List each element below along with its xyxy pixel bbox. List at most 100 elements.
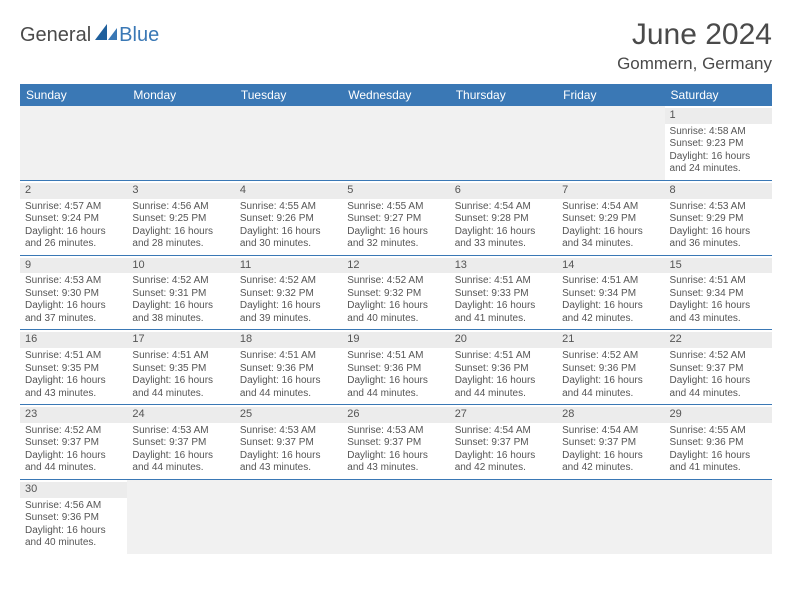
calendar-cell (235, 479, 342, 553)
daylight-line: Daylight: 16 hours and 44 minutes. (562, 375, 659, 400)
location-label: Gommern, Germany (617, 54, 772, 74)
daylight-line: Daylight: 16 hours and 32 minutes. (347, 226, 444, 251)
sunrise-line: Sunrise: 4:51 AM (455, 275, 552, 288)
weekday-header: Tuesday (235, 84, 342, 106)
sunrise-line: Sunrise: 4:52 AM (25, 425, 122, 438)
day-number: 4 (235, 183, 342, 199)
daylight-line: Daylight: 16 hours and 34 minutes. (562, 226, 659, 251)
sunrise-line: Sunrise: 4:56 AM (25, 500, 122, 513)
sail-icon (95, 24, 117, 47)
sunrise-line: Sunrise: 4:58 AM (670, 126, 767, 139)
day-number: 19 (342, 332, 449, 348)
sunset-line: Sunset: 9:35 PM (132, 363, 229, 376)
weekday-header: Sunday (20, 84, 127, 106)
day-number: 27 (450, 407, 557, 423)
calendar-cell: 22Sunrise: 4:52 AMSunset: 9:37 PMDayligh… (665, 330, 772, 405)
calendar-cell (20, 106, 127, 180)
calendar-cell: 9Sunrise: 4:53 AMSunset: 9:30 PMDaylight… (20, 255, 127, 330)
daylight-line: Daylight: 16 hours and 44 minutes. (132, 450, 229, 475)
day-number: 24 (127, 407, 234, 423)
calendar-table: SundayMondayTuesdayWednesdayThursdayFrid… (20, 84, 772, 554)
brand-text-2: Blue (119, 24, 159, 47)
calendar-cell: 30Sunrise: 4:56 AMSunset: 9:36 PMDayligh… (20, 479, 127, 553)
day-number: 28 (557, 407, 664, 423)
day-number: 2 (20, 183, 127, 199)
daylight-line: Daylight: 16 hours and 39 minutes. (240, 300, 337, 325)
daylight-line: Daylight: 16 hours and 44 minutes. (25, 450, 122, 475)
sunrise-line: Sunrise: 4:54 AM (562, 201, 659, 214)
sunrise-line: Sunrise: 4:51 AM (670, 275, 767, 288)
calendar-cell: 28Sunrise: 4:54 AMSunset: 9:37 PMDayligh… (557, 405, 664, 480)
sunset-line: Sunset: 9:37 PM (132, 437, 229, 450)
sunrise-line: Sunrise: 4:52 AM (347, 275, 444, 288)
title-block: June 2024 Gommern, Germany (617, 18, 772, 74)
sunrise-line: Sunrise: 4:53 AM (347, 425, 444, 438)
day-number: 14 (557, 258, 664, 274)
calendar-cell: 10Sunrise: 4:52 AMSunset: 9:31 PMDayligh… (127, 255, 234, 330)
sunset-line: Sunset: 9:28 PM (455, 213, 552, 226)
sunset-line: Sunset: 9:37 PM (25, 437, 122, 450)
calendar-cell: 24Sunrise: 4:53 AMSunset: 9:37 PMDayligh… (127, 405, 234, 480)
sunset-line: Sunset: 9:37 PM (455, 437, 552, 450)
sunset-line: Sunset: 9:36 PM (347, 363, 444, 376)
daylight-line: Daylight: 16 hours and 40 minutes. (347, 300, 444, 325)
daylight-line: Daylight: 16 hours and 44 minutes. (455, 375, 552, 400)
daylight-line: Daylight: 16 hours and 44 minutes. (240, 375, 337, 400)
daylight-line: Daylight: 16 hours and 43 minutes. (25, 375, 122, 400)
calendar-cell (450, 479, 557, 553)
calendar-cell: 14Sunrise: 4:51 AMSunset: 9:34 PMDayligh… (557, 255, 664, 330)
day-number: 22 (665, 332, 772, 348)
daylight-line: Daylight: 16 hours and 33 minutes. (455, 226, 552, 251)
calendar-cell: 15Sunrise: 4:51 AMSunset: 9:34 PMDayligh… (665, 255, 772, 330)
calendar-cell: 27Sunrise: 4:54 AMSunset: 9:37 PMDayligh… (450, 405, 557, 480)
page-title: June 2024 (617, 18, 772, 52)
sunrise-line: Sunrise: 4:51 AM (562, 275, 659, 288)
weekday-header: Friday (557, 84, 664, 106)
sunset-line: Sunset: 9:26 PM (240, 213, 337, 226)
calendar-cell (557, 479, 664, 553)
sunrise-line: Sunrise: 4:51 AM (347, 350, 444, 363)
daylight-line: Daylight: 16 hours and 44 minutes. (670, 375, 767, 400)
day-number: 10 (127, 258, 234, 274)
sunrise-line: Sunrise: 4:55 AM (240, 201, 337, 214)
weekday-header: Wednesday (342, 84, 449, 106)
calendar-head: SundayMondayTuesdayWednesdayThursdayFrid… (20, 84, 772, 106)
sunset-line: Sunset: 9:36 PM (455, 363, 552, 376)
calendar-cell (127, 479, 234, 553)
day-number: 26 (342, 407, 449, 423)
sunrise-line: Sunrise: 4:52 AM (240, 275, 337, 288)
sunrise-line: Sunrise: 4:53 AM (25, 275, 122, 288)
sunrise-line: Sunrise: 4:52 AM (132, 275, 229, 288)
calendar-cell: 13Sunrise: 4:51 AMSunset: 9:33 PMDayligh… (450, 255, 557, 330)
sunrise-line: Sunrise: 4:52 AM (670, 350, 767, 363)
sunrise-line: Sunrise: 4:51 AM (132, 350, 229, 363)
weekday-header: Saturday (665, 84, 772, 106)
calendar-cell: 4Sunrise: 4:55 AMSunset: 9:26 PMDaylight… (235, 180, 342, 255)
sunrise-line: Sunrise: 4:55 AM (670, 425, 767, 438)
calendar-cell: 26Sunrise: 4:53 AMSunset: 9:37 PMDayligh… (342, 405, 449, 480)
calendar-cell: 20Sunrise: 4:51 AMSunset: 9:36 PMDayligh… (450, 330, 557, 405)
calendar-cell: 5Sunrise: 4:55 AMSunset: 9:27 PMDaylight… (342, 180, 449, 255)
day-number: 8 (665, 183, 772, 199)
sunset-line: Sunset: 9:34 PM (562, 288, 659, 301)
day-number: 1 (665, 108, 772, 124)
sunset-line: Sunset: 9:37 PM (240, 437, 337, 450)
day-number: 18 (235, 332, 342, 348)
calendar-cell: 3Sunrise: 4:56 AMSunset: 9:25 PMDaylight… (127, 180, 234, 255)
calendar-cell (235, 106, 342, 180)
calendar-cell (557, 106, 664, 180)
daylight-line: Daylight: 16 hours and 42 minutes. (562, 450, 659, 475)
sunrise-line: Sunrise: 4:54 AM (455, 201, 552, 214)
calendar-cell: 12Sunrise: 4:52 AMSunset: 9:32 PMDayligh… (342, 255, 449, 330)
daylight-line: Daylight: 16 hours and 44 minutes. (347, 375, 444, 400)
sunset-line: Sunset: 9:25 PM (132, 213, 229, 226)
day-number: 21 (557, 332, 664, 348)
brand-logo: General Blue (20, 24, 159, 47)
sunset-line: Sunset: 9:27 PM (347, 213, 444, 226)
day-number: 6 (450, 183, 557, 199)
calendar-cell (342, 106, 449, 180)
day-number: 20 (450, 332, 557, 348)
day-number: 11 (235, 258, 342, 274)
daylight-line: Daylight: 16 hours and 36 minutes. (670, 226, 767, 251)
sunrise-line: Sunrise: 4:52 AM (562, 350, 659, 363)
